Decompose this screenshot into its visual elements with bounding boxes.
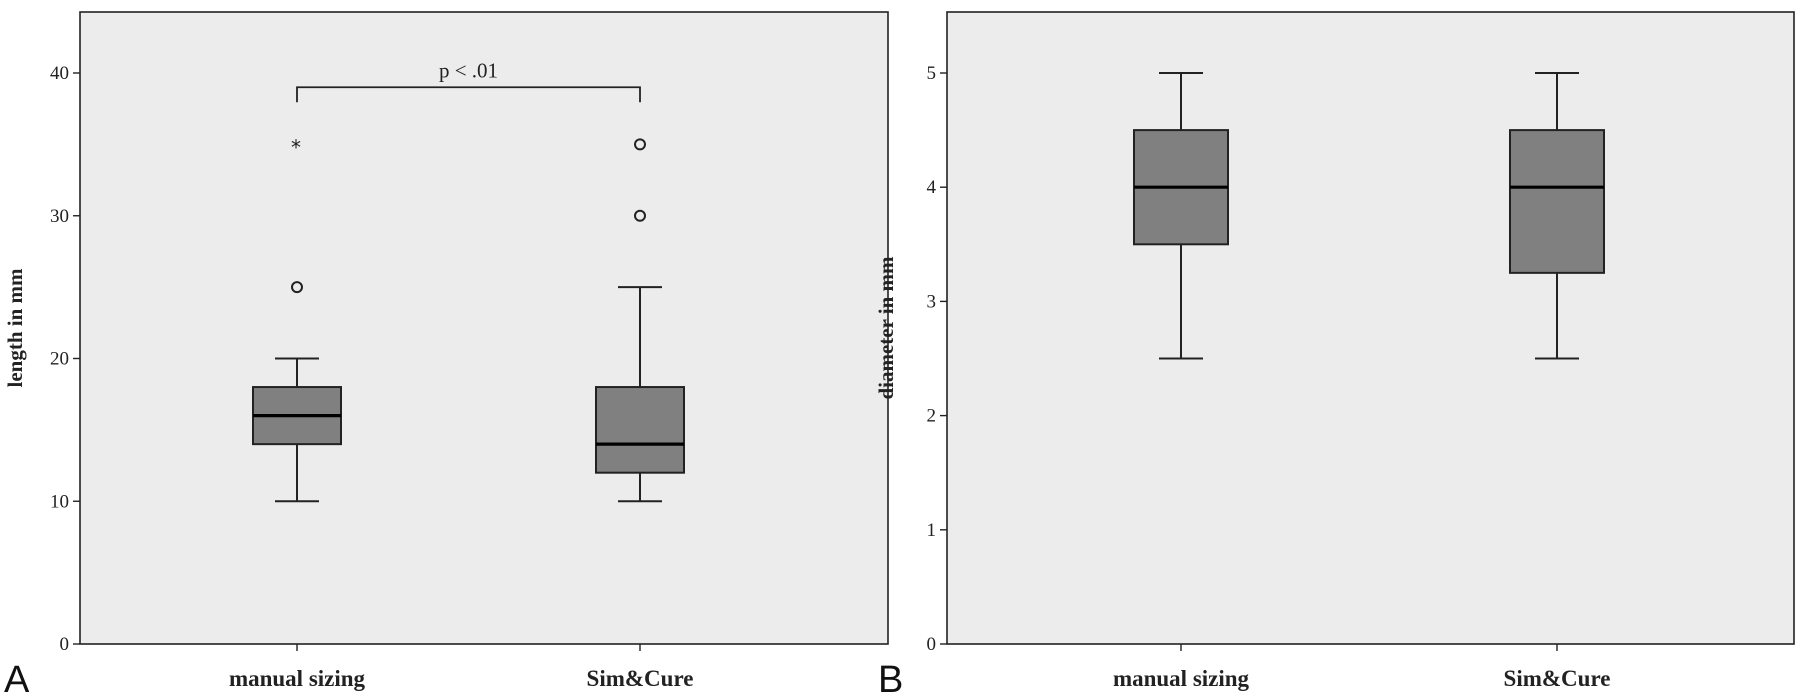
- panel-a: 0 10 20 30 40 length in mm manual sizing * Sim&C…: [3, 11, 889, 698]
- x-category-label: Sim&Cure: [1504, 666, 1611, 691]
- extreme-marker: *: [291, 135, 301, 159]
- y-tick-label: 40: [50, 63, 69, 84]
- outlier-point: [634, 209, 646, 222]
- y-tick-label: 10: [50, 491, 69, 512]
- y-axis-label: diameter in mm: [874, 256, 898, 400]
- y-axis-label: length in mm: [3, 268, 27, 388]
- iqr-box: [595, 386, 685, 474]
- plot-area: [79, 11, 889, 645]
- y-tick-label: 20: [50, 349, 69, 370]
- panel-letter: B: [878, 659, 903, 698]
- x-category-label: Sim&Cure: [587, 666, 694, 691]
- x-category-label: manual sizing: [1113, 666, 1250, 691]
- y-tick-label: 1: [927, 520, 937, 541]
- y-tick-label: 0: [927, 634, 937, 655]
- plot-area: [946, 11, 1795, 645]
- y-tick-label: 4: [927, 177, 937, 198]
- x-category-label: manual sizing: [229, 666, 366, 691]
- panel-letter: A: [4, 659, 30, 698]
- y-tick-label: 3: [927, 291, 937, 312]
- significance-bracket: [296, 86, 641, 103]
- outlier-point: [291, 281, 303, 294]
- y-tick-label: 5: [927, 63, 937, 84]
- y-tick-label: 0: [60, 634, 70, 655]
- significance-label: p < .01: [439, 58, 498, 82]
- outlier-point: [634, 138, 646, 151]
- panel-b: 0 1 2 3 4 5 diameter in mm manual sizing Sim&Cur…: [874, 11, 1795, 698]
- y-tick-label: 30: [50, 206, 69, 227]
- y-tick-label: 2: [927, 406, 937, 427]
- iqr-box: [1509, 129, 1605, 274]
